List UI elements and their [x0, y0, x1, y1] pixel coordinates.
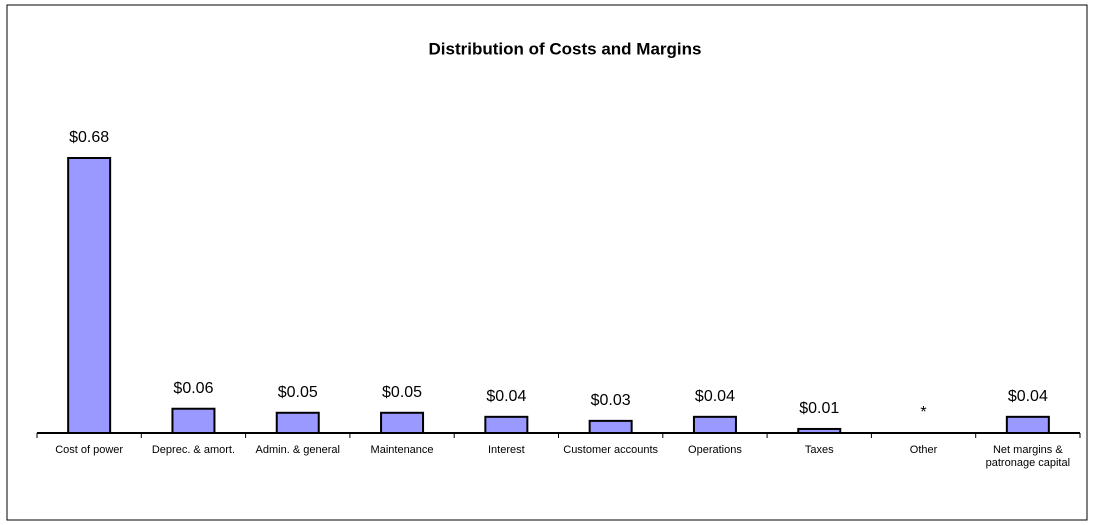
value-label: * — [920, 404, 926, 421]
bar — [484, 415, 529, 434]
bar — [275, 411, 320, 435]
bar — [171, 407, 216, 434]
x-tick-label: Taxes — [804, 444, 834, 456]
x-tick-label: Other — [909, 444, 938, 456]
x-tick-label: Deprec. & amort. — [151, 444, 235, 456]
bar — [67, 157, 112, 434]
chart-border — [6, 4, 1088, 521]
chart-title: Distribution of Costs and Margins — [429, 39, 702, 58]
x-tick-label: Interest — [488, 444, 525, 456]
value-label: $0.04 — [695, 388, 735, 405]
bar — [588, 419, 633, 434]
value-label: $0.01 — [799, 400, 839, 417]
x-tick-label: Maintenance — [370, 444, 434, 456]
value-label: $0.06 — [173, 380, 213, 397]
value-label: $0.03 — [591, 392, 631, 409]
bar — [797, 427, 842, 434]
bar — [380, 411, 425, 435]
value-label: $0.05 — [382, 384, 422, 401]
value-label: $0.68 — [69, 129, 109, 146]
value-label: $0.05 — [278, 384, 318, 401]
value-label: $0.04 — [486, 388, 526, 405]
x-tick-label: Operations — [688, 444, 742, 456]
bar — [692, 415, 737, 434]
x-tick-label: Net margins & patronage capital — [985, 444, 1071, 469]
x-tick-label: Customer accounts — [563, 444, 659, 456]
x-tick-label: Admin. & general — [255, 444, 340, 456]
value-label: $0.04 — [1008, 388, 1048, 405]
x-tick-label: Cost of power — [55, 444, 124, 456]
bar — [1005, 415, 1050, 434]
